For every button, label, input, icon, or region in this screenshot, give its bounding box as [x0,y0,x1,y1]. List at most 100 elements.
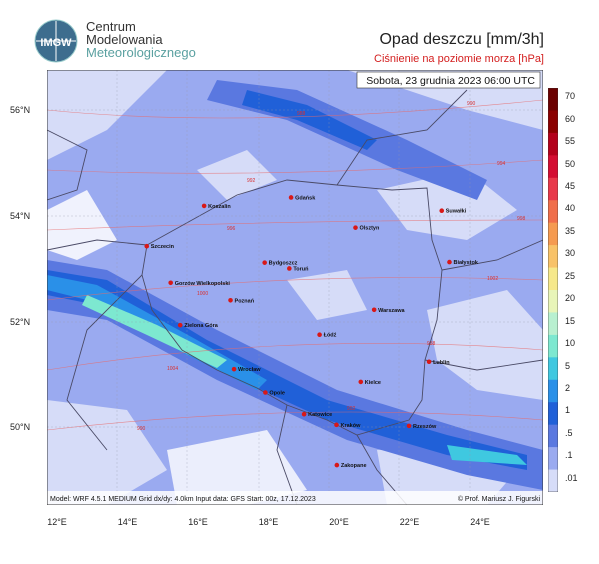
city-label: Kraków [340,423,361,429]
longitude-tick: 16°E [188,517,208,527]
latitude-tick: 56°N [10,105,31,115]
latitude-tick: 54°N [10,211,31,221]
legend-swatch [548,334,558,358]
city-label: Kielce [365,380,381,386]
isobar-label: 996 [227,226,236,232]
legend-swatch [548,222,558,246]
legend-swatch [548,267,558,291]
precipitation-map: 988990992994996998100010021004988990992 … [47,70,543,505]
cities: Gdańsk Koszalin Suwałki Olsztyn Szczecin Biał… [144,195,479,469]
legend-label: 35 [565,225,576,236]
isobar-label: 988 [297,111,306,117]
city-marker [334,422,339,428]
city-label: Warszawa [378,308,405,314]
city-label: Katowice [308,412,332,418]
legend-swatch [548,177,558,201]
legend-label: 40 [565,203,576,214]
legend-swatch [548,447,558,471]
isobar-label: 1002 [487,276,498,282]
legend-label: 2 [565,383,571,393]
city-marker [334,462,340,468]
city-label: Olsztyn [359,226,380,232]
imgw-logo: IMGW [34,19,78,63]
legend-label: .5 [565,427,573,438]
city-marker [447,259,452,265]
legend-swatch [548,110,558,134]
logo-text: IMGW [40,37,72,49]
legend-swatch [548,357,558,381]
legend-swatch [548,469,558,492]
isobar-label: 1000 [197,291,208,297]
city-marker [262,260,267,265]
city-marker [358,379,364,385]
precipitation-legend [548,88,558,492]
isobar-labels: 988 990 992 994 996 998 1000 1002 1004 988 990 992 [137,101,526,432]
city-label: Białystok [453,260,478,266]
legend-swatch [548,312,558,336]
organization-name: Centrum Modelowania Meteorologicznego [86,20,196,59]
legend-label: 25 [565,270,576,281]
legend-swatch [548,155,558,179]
city-label: Lublin [433,360,450,366]
city-label: Wrocław [238,367,261,373]
latitude-tick: 50°N [10,422,31,432]
city-marker [228,297,233,303]
city-label: Łódź [324,333,337,339]
legend-label: 60 [565,113,576,124]
datetime-box [356,71,541,89]
city-marker [201,203,207,209]
legend-label: 30 [565,248,576,259]
model-info: Model: WRF 4.5.1 MEDIUM Grid dx/dy: 4.0k… [50,496,316,503]
city-label: Rzeszów [413,424,437,430]
isobars [47,99,543,431]
city-marker [287,266,292,271]
city-marker [406,423,412,429]
legend-swatch [548,402,558,426]
legend-swatch [548,200,558,224]
city-marker [426,359,432,365]
city-label: Bydgoszcz [269,261,298,267]
legend-label: 20 [565,293,576,304]
city-label: Toruń [293,266,309,272]
isobar-label: 1004 [167,366,178,372]
chart-subtitle: Ciśnienie na poziomie morza [hPa] [374,53,544,65]
city-marker [371,307,377,313]
city-marker [288,195,294,200]
longitude-tick: 20°E [329,517,349,527]
city-label: Poznań [235,298,255,304]
legend-swatch [548,290,558,313]
chart-title: Opad deszczu [mm/3h] [379,31,544,48]
longitude-tick: 18°E [258,517,279,527]
legend-swatch [548,132,558,156]
graticule [47,70,543,505]
isobar-label: 988 [427,341,436,347]
city-label: Suwałki [446,209,467,215]
latitude-tick: 52°N [10,317,31,327]
org-line-2: Modelowania [86,32,163,47]
legend-label: .01 [565,472,578,483]
city-marker [353,225,358,230]
legend-label: 5 [565,360,571,371]
city-marker [177,322,183,328]
city-marker [168,280,173,286]
isobar-label: 990 [137,426,146,432]
longitude-tick: 14°E [117,517,138,527]
footer-band [47,491,543,505]
legend-label: 1 [565,405,571,416]
city-marker [301,411,307,417]
isobar-label: 998 [517,216,526,222]
legend-swatch [548,424,558,448]
city-marker [317,332,322,338]
city-label: Opole [269,390,285,396]
city-label: Zakopane [341,463,367,469]
legend-label: 70 [565,91,576,102]
city-label: Gorzów Wielkopolski [175,281,231,287]
city-label: Gdańsk [295,195,316,201]
legend-swatch [548,245,558,269]
city-marker [144,243,150,249]
city-label: Szczecin [151,244,175,250]
city-marker [263,390,268,395]
org-line-3: Meteorologicznego [86,45,196,60]
longitude-tick: 12°E [47,517,67,527]
city-marker [439,208,445,213]
